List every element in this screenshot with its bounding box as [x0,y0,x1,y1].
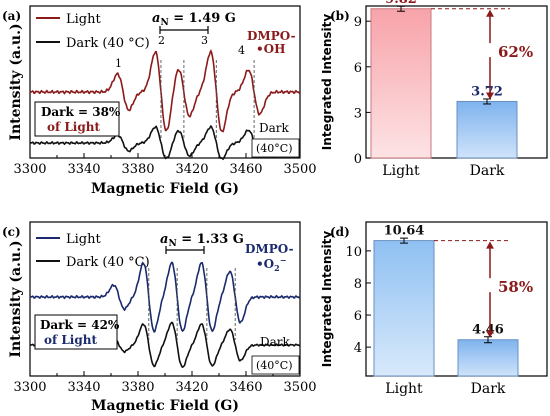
panel-c-xticks: 3300 3340 3380 3420 3460 3500 [13,371,317,395]
x-tick-label: 3500 [283,162,316,177]
panel-a-species-line2: •OH [256,42,285,56]
decrease-arrowhead-down [486,92,494,100]
x-category-label: Dark [470,163,505,179]
panel-c-letter: (c) [2,225,21,239]
panel-a-xlabel: Magnetic Field (G) [91,181,239,197]
panel-c-guide-lines [148,268,236,340]
x-tick-label: 3460 [229,162,262,177]
panel-a-species-line1: DMPO- [247,29,296,43]
panel-a-guide-lines [160,60,255,140]
panel-a-legend: Light Dark (40 °C) [36,12,150,51]
panel-b-bars: 9.82 3.72 [370,0,518,159]
y-tick-label: 3 [354,106,362,121]
y-tick-label: 10 [345,245,362,260]
decrease-percent-label: 62% [498,43,533,61]
bar-value-label: 10.64 [384,224,425,239]
panel-c-xlabel: Magnetic Field (G) [91,398,239,414]
panel-c-epr-o2: (c) Intensity (a.u.) 3300 3340 3380 3420 346… [2,221,317,414]
peak-label-2: 2 [158,34,165,47]
panel-a-dark-label: Dark [259,121,290,135]
panel-c-ylabel: Intensity (a.u.) [8,240,24,357]
panel-d-letter: (d) [330,225,350,239]
panel-a-letter: (a) [2,9,21,23]
panel-a-temp-box [251,138,300,158]
panel-a-hyperfine: aN = 1.49 G [152,11,236,34]
panel-b-decrease: 62% [431,8,533,100]
x-tick-label: 3380 [121,380,154,395]
x-tick-label: 3300 [13,162,46,177]
x-tick-label: 3460 [229,380,262,395]
panel-c-temp-label: (40°C) [256,359,293,372]
panel-d-ylabel: Integrated Intensity [320,231,334,368]
panel-c-hyperfine: aN = 1.33 G [160,232,244,254]
peak-label-4: 4 [238,44,245,57]
panel-d-xticks: Light Dark [385,381,506,397]
bar-dark [457,339,519,377]
ratio-line2: of Light [47,120,100,134]
ratio-line1: Dark = 42% [40,318,120,332]
decrease-arrowhead-down [486,330,494,338]
x-tick-label: 3500 [283,380,316,395]
peak-label-3: 3 [201,34,208,47]
panel-c-species-line1: DMPO- [245,242,294,256]
series-light-curve [29,49,301,133]
panel-d-bars: 10.64 4.46 [373,224,519,377]
panel-c-temp-box [251,355,300,375]
panel-a-ratio-box: Dark = 38% of Light [34,101,121,137]
panel-a-xticks: 3300 3340 3380 3420 3460 3500 [13,153,317,177]
x-tick-label: 3340 [67,380,100,395]
panel-c-ratio-box: Dark = 42% of Light [34,314,120,350]
x-tick-label: 3420 [175,162,208,177]
x-category-label: Dark [471,381,506,397]
bar-value-label: 9.82 [385,0,417,7]
legend-dark-label: Dark (40 °C) [66,36,150,51]
decrease-arrowhead-up [486,9,494,17]
hyperfine-label: aN = 1.49 G [152,11,236,28]
legend-light-label: Light [66,232,101,247]
panel-a-peak-labels: 1 2 3 4 [115,34,245,70]
ratio-line2: of Light [44,333,97,347]
panel-b-xticks: Light Dark [382,163,505,179]
bar-value-label: 3.72 [471,84,503,99]
legend-light-label: Light [66,12,101,27]
panel-a-ylabel: Intensity (a.u.) [8,23,24,140]
peak-label-1: 1 [115,57,122,70]
panel-c-dark-label: Dark [260,335,291,349]
x-tick-label: 3340 [67,162,100,177]
x-tick-label: 3300 [13,380,46,395]
y-tick-label: 8 [354,277,362,292]
series-light-curve [29,261,301,333]
panel-b-yticks: 0 3 6 9 [354,15,371,167]
y-tick-label: 6 [354,309,362,324]
panel-a-epr-oh: (a) Intensity (a.u.) 3300 3340 3380 3420 346… [2,5,317,197]
y-tick-label: 6 [354,61,362,76]
decrease-arrowhead-up [486,241,494,249]
y-tick-label: 4 [354,341,362,356]
panel-d-bars-o2: (d) Integrated Intensity 4 6 8 10 10.64 4.46… [320,221,548,397]
panel-c-species-line2: •O2− [256,255,286,273]
x-category-label: Light [385,381,423,397]
bar-light [370,8,432,159]
panel-d-decrease: 58% [434,240,533,338]
bar-light [373,240,435,377]
x-tick-label: 3380 [121,162,154,177]
x-tick-label: 3420 [175,380,208,395]
panel-a-temp-label: (40°C) [256,142,293,155]
y-tick-label: 0 [354,152,362,167]
panel-c-legend: Light Dark (40 °C) [36,232,150,270]
panel-d-yticks: 4 6 8 10 [345,245,371,356]
bar-value-label: 4.46 [472,323,504,338]
x-category-label: Light [382,163,420,179]
panel-b-letter: (b) [330,9,350,23]
panel-b-ylabel: Integrated Intensity [320,14,334,151]
y-tick-label: 9 [354,15,362,30]
bar-dark [456,100,518,159]
panel-b-bars-oh: (b) Integrated Intensity 0 3 6 9 9.82 3.72 L… [320,0,548,179]
ratio-line1: Dark = 38% [41,105,121,119]
decrease-percent-label: 58% [498,278,533,296]
panel-d-frame [365,221,548,377]
hyperfine-label: aN = 1.33 G [160,232,244,249]
legend-dark-label: Dark (40 °C) [66,255,150,270]
